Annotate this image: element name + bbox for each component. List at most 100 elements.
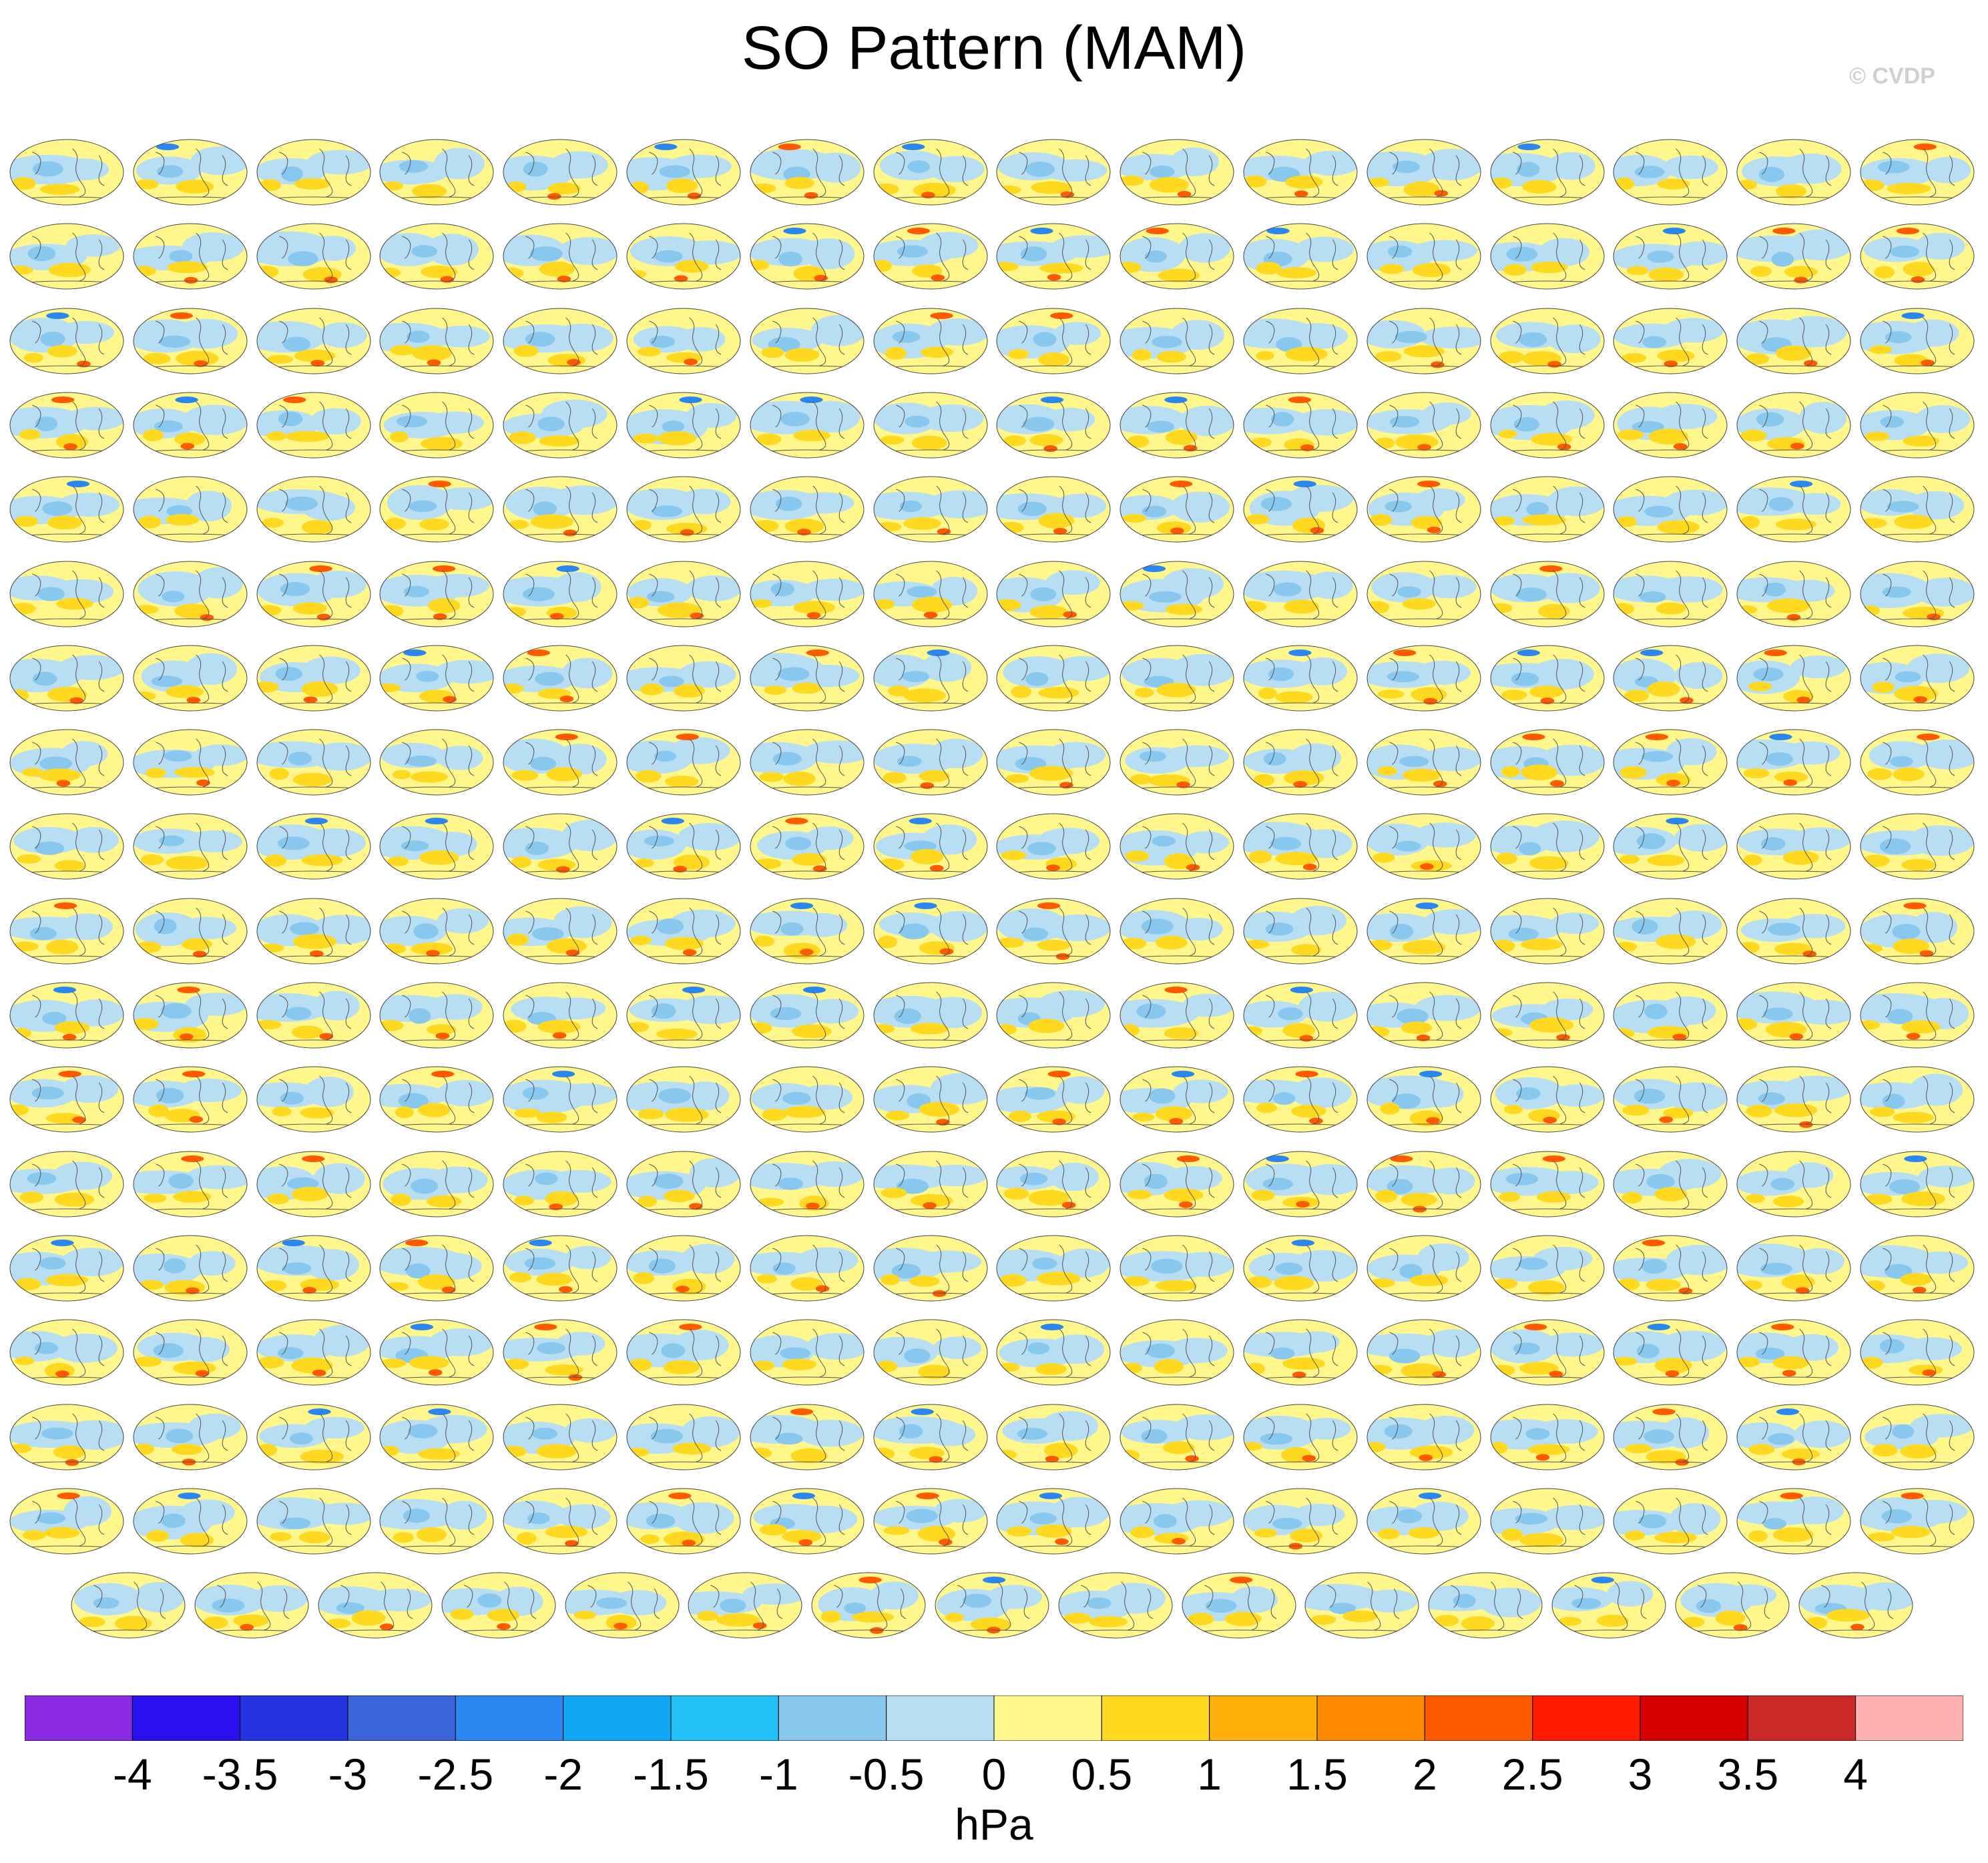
map-panel-svg	[1860, 729, 1975, 796]
map-panel-svg	[626, 1066, 741, 1133]
map-panel-svg	[1736, 729, 1851, 796]
map-panel-svg	[9, 729, 124, 796]
colorbar-swatch	[132, 1695, 241, 1741]
map-panel-svg	[626, 729, 741, 796]
map-panel	[1736, 296, 1851, 374]
map-panel	[1736, 1054, 1851, 1133]
map-panel-svg	[1613, 1488, 1728, 1555]
map-panel-svg	[1613, 139, 1728, 206]
map-panel-svg	[1120, 308, 1234, 374]
colorbar-tick-label: 2.5	[1501, 1750, 1563, 1799]
map-panel-svg	[996, 898, 1111, 965]
map-panel	[626, 801, 741, 880]
map-panel	[1120, 970, 1234, 1049]
map-panel-svg	[996, 1404, 1111, 1470]
map-panel-svg	[379, 1319, 494, 1386]
map-panel-svg	[626, 561, 741, 627]
map-panel	[503, 970, 617, 1049]
map-panel	[1243, 801, 1358, 880]
map-panel	[379, 380, 494, 459]
map-panel-svg	[379, 1404, 494, 1470]
map-panel-svg	[750, 1235, 864, 1302]
map-panel	[1490, 1392, 1605, 1471]
map-panel-svg	[626, 982, 741, 1049]
map-panel-svg	[873, 561, 988, 627]
map-panel	[1490, 1223, 1605, 1302]
map-panel	[1860, 1139, 1975, 1218]
map-panel-svg	[1860, 645, 1975, 712]
map-panel	[503, 380, 617, 459]
map-panel	[1490, 970, 1605, 1049]
map-panel	[1243, 1476, 1358, 1555]
map-panel	[256, 886, 371, 965]
map-panel	[873, 464, 988, 543]
map-panel-svg	[503, 139, 617, 206]
map-panel-svg	[996, 476, 1111, 543]
map-panel-svg	[1860, 476, 1975, 543]
map-panel-svg	[9, 1488, 124, 1555]
map-panel	[1120, 1054, 1234, 1133]
map-panel	[1428, 1560, 1543, 1639]
map-panel	[1490, 1139, 1605, 1218]
map-panel-svg	[1243, 139, 1358, 206]
map-panel-svg	[1613, 1404, 1728, 1470]
map-panel	[1243, 970, 1358, 1049]
map-panel-svg	[1428, 1572, 1543, 1639]
colorbar-swatch	[1640, 1695, 1748, 1741]
map-panel	[1736, 380, 1851, 459]
map-panel	[996, 970, 1111, 1049]
map-panel-svg	[1798, 1572, 1913, 1639]
map-panel	[9, 1392, 124, 1471]
map-panel	[256, 717, 371, 796]
map-panel	[626, 717, 741, 796]
map-panel-svg	[996, 561, 1111, 627]
map-panel	[9, 801, 124, 880]
map-panel	[503, 1054, 617, 1133]
map-panel-svg	[873, 982, 988, 1049]
map-panel-svg	[1736, 476, 1851, 543]
map-panel	[1613, 886, 1728, 965]
map-panel	[996, 549, 1111, 627]
map-panel	[133, 127, 248, 206]
map-panel	[1243, 549, 1358, 627]
map-panel-svg	[1120, 1488, 1234, 1555]
map-panel	[1366, 633, 1481, 712]
map-panel	[379, 296, 494, 374]
map-panel-svg	[379, 729, 494, 796]
map-panel	[503, 1139, 617, 1218]
map-panel-svg	[1860, 1235, 1975, 1302]
map-panel	[9, 211, 124, 290]
map-panel-svg	[9, 982, 124, 1049]
map-panel-svg	[1120, 1404, 1234, 1470]
map-panel-svg	[503, 1151, 617, 1218]
map-panel-svg	[873, 729, 988, 796]
map-panel-svg	[1675, 1572, 1790, 1639]
map-panel	[1366, 1307, 1481, 1386]
map-panel	[1366, 1139, 1481, 1218]
map-panel	[626, 464, 741, 543]
map-panel-svg	[1182, 1572, 1296, 1639]
map-panel-svg	[1860, 813, 1975, 880]
map-panel	[1613, 211, 1728, 290]
map-panel	[1490, 464, 1605, 543]
map-panel	[873, 1307, 988, 1386]
colorbar-swatch	[670, 1695, 779, 1741]
map-panel	[256, 549, 371, 627]
map-panel-svg	[1120, 139, 1234, 206]
map-panel-svg	[811, 1572, 926, 1639]
map-panel-svg	[1613, 561, 1728, 627]
map-panel	[1860, 970, 1975, 1049]
map-panel	[133, 1392, 248, 1471]
map-panel-svg	[256, 308, 371, 374]
colorbar-tick-label: 0	[981, 1750, 1007, 1799]
map-panel	[1860, 886, 1975, 965]
map-panel	[750, 464, 864, 543]
map-panel-svg	[1860, 1404, 1975, 1470]
map-panel-svg	[1613, 476, 1728, 543]
map-panel	[750, 801, 864, 880]
map-panel	[256, 127, 371, 206]
map-panel	[873, 380, 988, 459]
map-panel	[1243, 633, 1358, 712]
map-panel-svg	[750, 729, 864, 796]
map-panel	[133, 1139, 248, 1218]
